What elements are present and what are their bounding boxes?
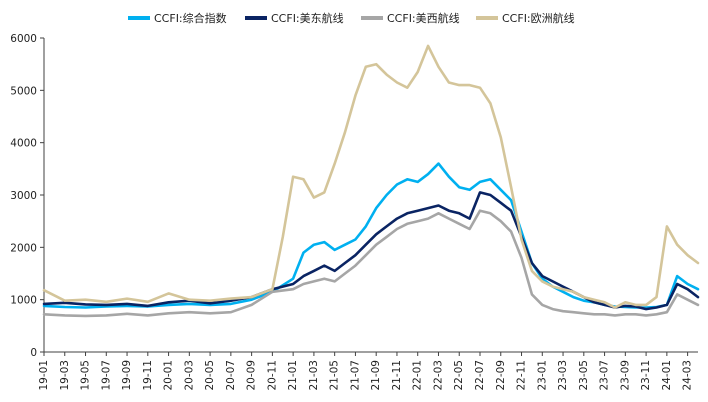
x-tick-label: 21-03 bbox=[308, 360, 320, 391]
x-tick-label: 23-09 bbox=[619, 360, 631, 391]
x-tick-label: 20-11 bbox=[266, 360, 278, 391]
y-tick-label: 3000 bbox=[10, 190, 37, 202]
x-tick-label: 22-01 bbox=[412, 360, 424, 391]
x-tick-label: 19-11 bbox=[142, 360, 154, 391]
x-tick-label: 22-03 bbox=[432, 360, 444, 391]
x-tick-label: 23-01 bbox=[536, 360, 548, 391]
x-tick-label: 24-03 bbox=[682, 360, 694, 391]
x-tick-label: 20-03 bbox=[183, 360, 195, 391]
series-layer bbox=[42, 44, 700, 318]
y-axis: 0 1000 2000 3000 4000 5000 6000 bbox=[10, 33, 45, 359]
x-tick-label: 20-09 bbox=[246, 360, 258, 391]
x-tick-label: 19-03 bbox=[59, 360, 71, 391]
legend-label: CCFI:美西航线 bbox=[387, 11, 460, 25]
series-line-0 bbox=[42, 162, 700, 309]
y-tick-label: 2000 bbox=[10, 242, 37, 254]
legend-label: CCFI:欧洲航线 bbox=[502, 11, 575, 25]
x-tick-label: 19-01 bbox=[38, 360, 50, 391]
x-tick-label: 24-01 bbox=[661, 360, 673, 391]
x-tick-label: 22-07 bbox=[474, 360, 486, 391]
x-tick-label: 22-05 bbox=[453, 360, 465, 391]
x-tick-label: 22-11 bbox=[516, 360, 528, 391]
x-tick-label: 20-01 bbox=[163, 360, 175, 391]
y-tick-label: 1000 bbox=[10, 295, 37, 307]
x-tick-label: 22-09 bbox=[495, 360, 507, 391]
x-tick-label: 21-05 bbox=[329, 360, 341, 391]
x-tick-label: 19-09 bbox=[121, 360, 133, 391]
x-tick-label: 21-07 bbox=[349, 360, 361, 391]
y-tick-label: 0 bbox=[30, 347, 37, 359]
series-line-2 bbox=[42, 209, 700, 318]
y-tick-label: 6000 bbox=[10, 33, 37, 45]
x-tick-label: 23-11 bbox=[640, 360, 652, 391]
x-tick-label: 23-05 bbox=[578, 360, 590, 391]
y-tick-label: 5000 bbox=[10, 85, 37, 97]
x-tick-label: 23-07 bbox=[599, 360, 611, 391]
x-tick-label: 19-07 bbox=[100, 360, 112, 391]
x-tick-label: 21-09 bbox=[370, 360, 382, 391]
legend: CCFI:综合指数 CCFI:美东航线 CCFI:美西航线 CCFI:欧洲航线 bbox=[128, 11, 575, 25]
x-axis: 19-01 19-03 19-05 19-07 19-09 19-11 20-01 20-03… bbox=[38, 351, 698, 391]
legend-label: CCFI:美东航线 bbox=[271, 11, 344, 25]
y-tick-label: 4000 bbox=[10, 138, 37, 150]
x-tick-label: 21-11 bbox=[391, 360, 403, 391]
x-tick-label: 19-05 bbox=[80, 360, 92, 391]
x-tick-label: 20-05 bbox=[204, 360, 216, 391]
x-tick-label: 20-07 bbox=[225, 360, 237, 391]
series-line-3 bbox=[42, 44, 700, 309]
x-tick-label: 21-01 bbox=[287, 360, 299, 391]
legend-label: CCFI:综合指数 bbox=[154, 11, 227, 25]
x-tick-label: 23-03 bbox=[557, 360, 569, 391]
